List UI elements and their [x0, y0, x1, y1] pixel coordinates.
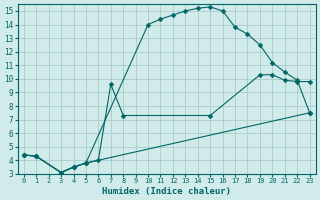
X-axis label: Humidex (Indice chaleur): Humidex (Indice chaleur) — [102, 187, 231, 196]
